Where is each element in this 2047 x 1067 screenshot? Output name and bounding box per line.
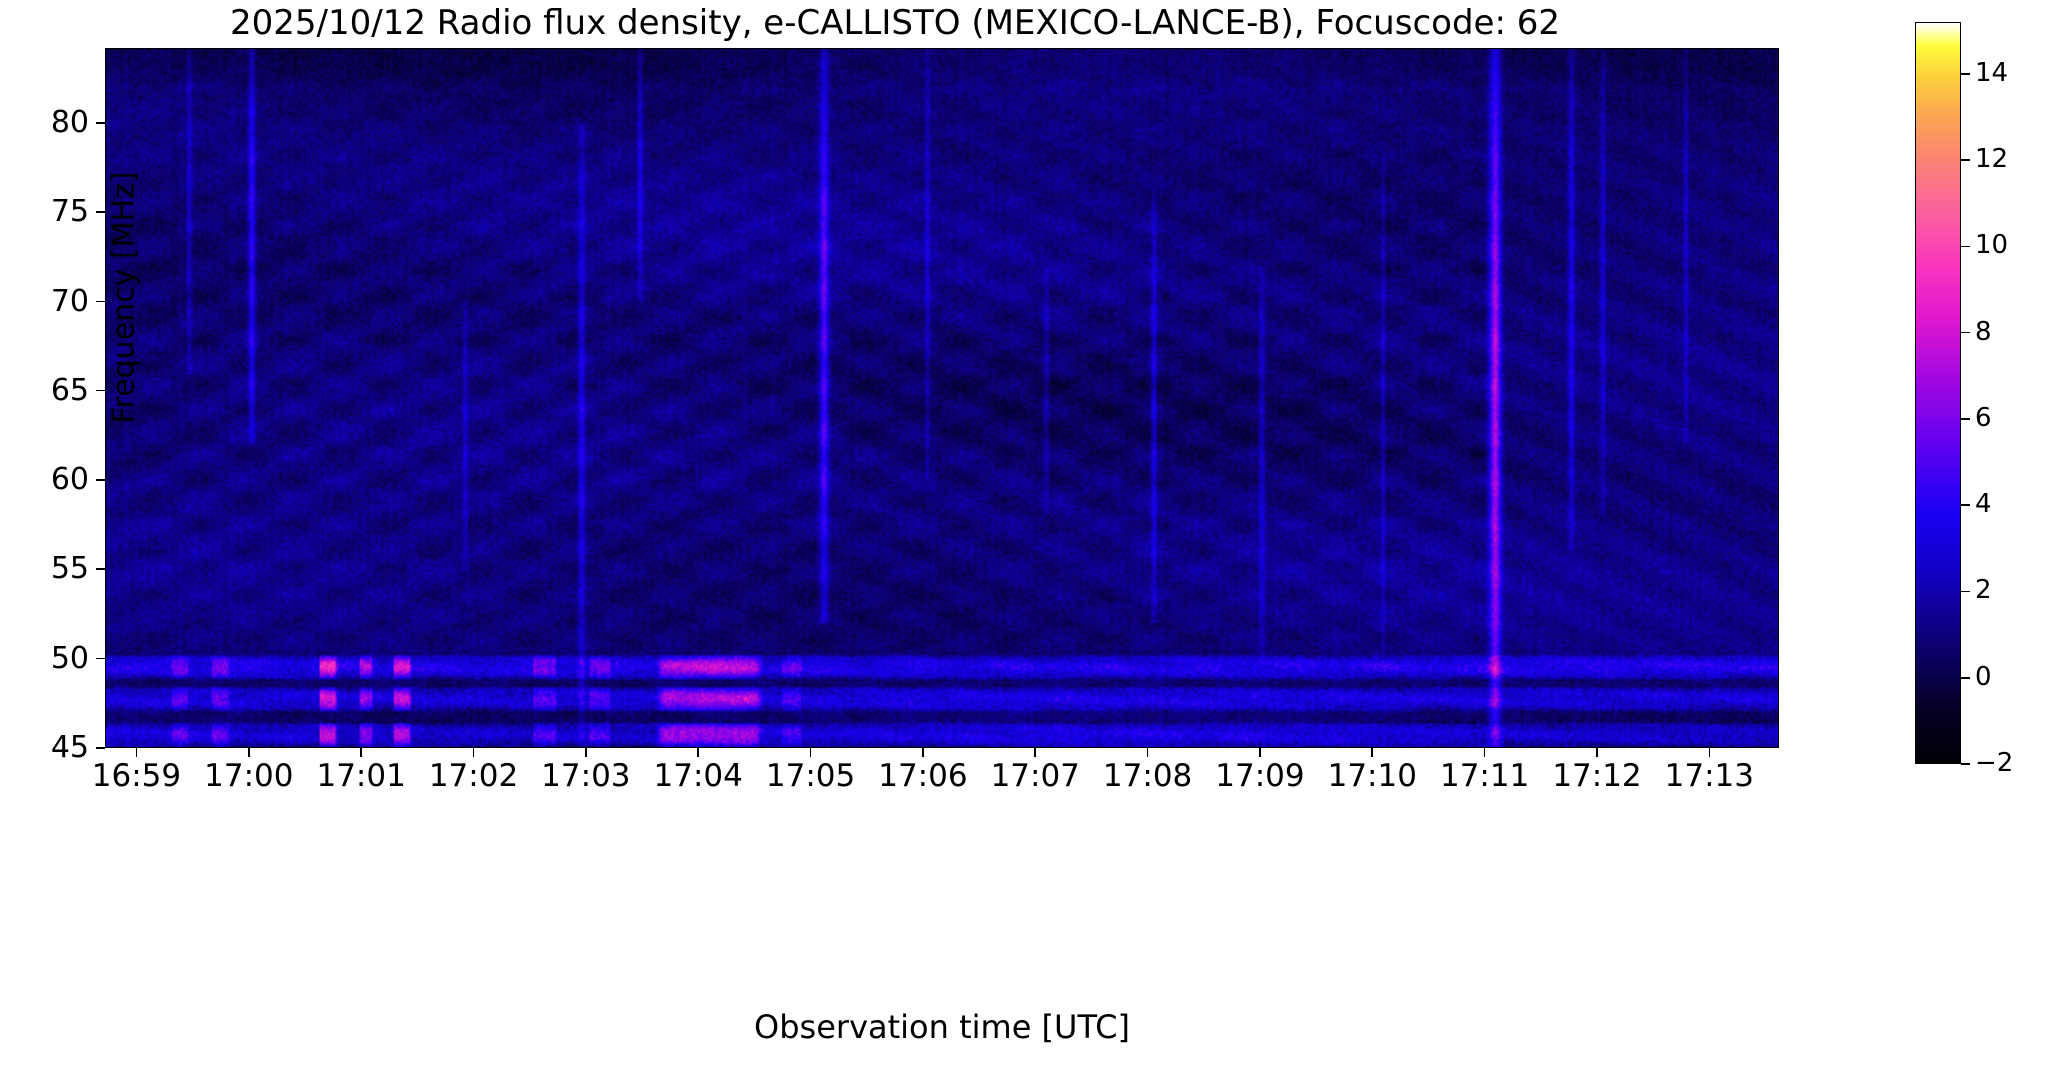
y-axis-tick-label: 50 bbox=[50, 640, 89, 676]
x-axis-tick-label: 17:09 bbox=[1215, 758, 1305, 794]
colorbar-tick-label: 12 bbox=[1975, 144, 2009, 175]
colorbar[interactable] bbox=[1915, 22, 1961, 764]
x-axis-tick-label: 17:03 bbox=[541, 758, 631, 794]
colorbar-tick-mark bbox=[1961, 245, 1970, 248]
colorbar-tick-mark bbox=[1961, 504, 1970, 506]
x-axis-tick-label: 17:02 bbox=[428, 758, 519, 794]
x-axis-tick-mark bbox=[922, 748, 924, 757]
colorbar-tick-label: 2 bbox=[1975, 575, 1992, 606]
y-axis-tick-mark bbox=[96, 657, 105, 660]
colorbar-tick-mark bbox=[1961, 590, 1970, 593]
colorbar-tick-label: 8 bbox=[1975, 316, 1992, 347]
y-axis-tick-mark bbox=[96, 479, 105, 481]
colorbar-tick-mark bbox=[1961, 159, 1970, 161]
x-axis-tick-label: 17:00 bbox=[204, 758, 294, 794]
colorbar-tick-mark bbox=[1961, 676, 1970, 679]
colorbar-tick-label: 10 bbox=[1975, 230, 2009, 261]
y-axis-tick-mark bbox=[96, 747, 105, 749]
colorbar-tick-mark bbox=[1961, 763, 1970, 765]
x-axis-tick-mark bbox=[248, 748, 250, 757]
x-axis-tick-mark bbox=[1483, 748, 1486, 757]
colorbar-gradient bbox=[1916, 23, 1960, 763]
x-axis-tick-mark bbox=[360, 748, 362, 757]
x-axis-tick-label: 17:13 bbox=[1664, 758, 1754, 794]
colorbar-tick-mark bbox=[1961, 418, 1970, 420]
x-axis-tick-mark bbox=[1596, 748, 1598, 757]
y-axis-tick-label: 70 bbox=[50, 283, 89, 319]
x-axis-tick-label: 17:05 bbox=[765, 758, 856, 794]
x-axis-tick-label: 17:08 bbox=[1102, 758, 1193, 794]
x-axis-tick-label: 17:10 bbox=[1327, 758, 1417, 794]
y-axis-tick-mark bbox=[96, 389, 105, 392]
x-axis-tick-mark bbox=[1708, 748, 1711, 757]
y-axis-tick-mark bbox=[96, 122, 105, 124]
x-axis-label: Observation time [UTC] bbox=[754, 1008, 1130, 1046]
y-axis-tick-label: 75 bbox=[50, 194, 89, 230]
x-axis-tick-mark bbox=[1259, 748, 1261, 757]
x-axis-tick-mark bbox=[1371, 748, 1374, 757]
x-axis-tick-mark bbox=[1034, 748, 1037, 757]
x-axis-tick-mark bbox=[809, 748, 812, 757]
colorbar-tick-label: −2 bbox=[1975, 748, 2014, 778]
y-axis-tick-mark bbox=[96, 568, 105, 571]
spectrogram-image bbox=[106, 49, 1778, 747]
colorbar-tick-label: 0 bbox=[1975, 661, 1992, 692]
x-axis-tick-label: 17:11 bbox=[1439, 758, 1530, 794]
x-axis-tick-mark bbox=[135, 748, 138, 757]
x-axis-tick-label: 17:06 bbox=[878, 758, 968, 794]
x-axis-tick-mark bbox=[472, 748, 475, 757]
y-axis-tick-mark bbox=[96, 300, 105, 303]
x-axis-tick-mark bbox=[585, 748, 587, 757]
y-axis-tick-label: 60 bbox=[50, 462, 89, 498]
y-axis-tick-label: 45 bbox=[50, 730, 89, 765]
y-axis-label: Frequency [MHz] bbox=[106, 171, 142, 424]
y-axis-tick-mark bbox=[96, 211, 105, 213]
spectrogram-plot-area[interactable] bbox=[105, 48, 1779, 748]
colorbar-tick-label: 14 bbox=[1975, 57, 2009, 88]
y-axis-tick-label: 55 bbox=[50, 551, 89, 587]
y-axis-tick-label: 65 bbox=[50, 372, 89, 408]
x-axis-tick-label: 17:04 bbox=[653, 758, 743, 794]
colorbar-tick-mark bbox=[1961, 72, 1970, 75]
x-axis-tick-label: 17:12 bbox=[1552, 758, 1642, 794]
x-axis-tick-label: 17:07 bbox=[990, 758, 1080, 794]
x-axis-tick-label: 17:01 bbox=[316, 758, 406, 794]
x-axis-tick-label: 16:59 bbox=[91, 758, 182, 794]
colorbar-tick-mark bbox=[1961, 331, 1970, 334]
page-title: 2025/10/12 Radio flux density, e-CALLIST… bbox=[230, 3, 1560, 43]
y-axis-tick-label: 80 bbox=[50, 105, 89, 140]
x-axis-tick-mark bbox=[697, 748, 699, 757]
x-axis-tick-mark bbox=[1146, 748, 1149, 757]
colorbar-tick-label: 6 bbox=[1975, 402, 1992, 433]
colorbar-tick-label: 4 bbox=[1975, 489, 1992, 520]
